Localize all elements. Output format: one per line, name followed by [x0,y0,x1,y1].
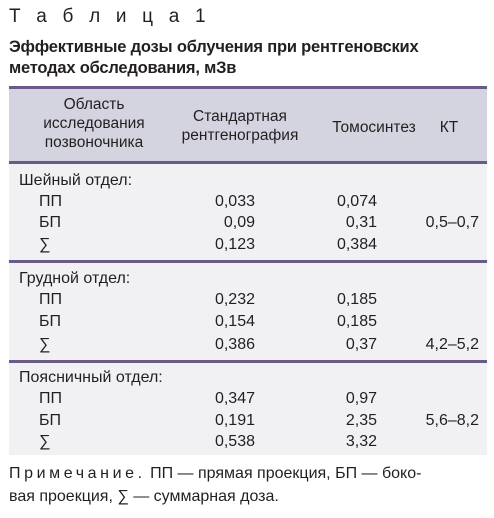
cell-tomo: 0,97 [345,390,377,407]
header-region: Область исследования позвоночника [19,95,169,152]
cell-ct: 0,5–0,7 [425,214,479,231]
table-caption: Т а б л и ц а 1 [9,6,211,27]
header-region-line: исследования [43,115,145,132]
footnote-text-line1: ПП — прямая проекция, БП — боко- [150,465,422,482]
table-footnote: Примечание. ПП — прямая проекция, БП — б… [9,462,489,508]
cell-tomo: 0,37 [345,336,377,353]
table-title: Эффективные дозы облучения при рентгенов… [9,38,419,77]
row-label: ∑ [39,336,51,353]
cell-standard: 0,538 [214,433,255,450]
cell-ct: 4,2–5,2 [425,336,479,353]
header-region-line: позвоночника [44,134,144,151]
section-name: Грудной отдел: [19,270,131,287]
cell-ct: 5,6–8,2 [425,412,479,429]
cell-standard: 0,154 [214,313,255,330]
row-label: ПП [39,193,62,210]
cell-standard: 0,347 [214,390,255,407]
section-name: Поясничный отдел: [19,369,163,386]
row-label: БП [39,313,61,330]
row-label: БП [39,214,61,231]
header-ct: КТ [427,118,471,137]
cell-tomo: 0,185 [336,291,377,308]
cell-standard: 0,232 [214,291,255,308]
cell-standard: 0,09 [223,214,255,231]
header-region-line: Область [63,96,125,113]
header-tomo: Томосинтез [315,118,433,137]
cell-tomo: 3,32 [345,433,377,450]
section-rule [9,360,487,363]
cell-standard: 0,386 [214,336,255,353]
cell-tomo: 2,35 [345,412,377,429]
cell-standard: 0,033 [214,193,255,210]
header-tomo-line: Томосинтез [332,119,416,136]
section-name: Шейный отдел: [19,172,133,189]
table-header: Область исследования позвоночника Станда… [9,86,487,161]
row-label: ПП [39,291,62,308]
cell-tomo: 0,31 [345,214,377,231]
cell-tomo: 0,074 [336,193,377,210]
cell-tomo: 0,185 [336,313,377,330]
row-label: ПП [39,390,62,407]
footnote-label: Примечание. [9,465,146,482]
header-standard-line: рентгенография [181,127,299,144]
dose-table: Область исследования позвоночника Станда… [9,86,487,455]
header-standard-line: Стандартная [193,108,287,125]
row-label: ∑ [39,236,51,253]
row-label: БП [39,412,61,429]
section-rule [9,260,487,263]
cell-tomo: 0,384 [336,236,377,253]
footnote-text-line2: вая проекция, ∑ — суммарная доза. [9,488,279,505]
row-label: ∑ [39,433,51,450]
header-standard: Стандартная рентгенография [175,107,305,145]
header-rule [9,161,487,164]
cell-standard: 0,123 [214,236,255,253]
header-ct-line: КТ [439,119,459,136]
cell-standard: 0,191 [214,412,255,429]
